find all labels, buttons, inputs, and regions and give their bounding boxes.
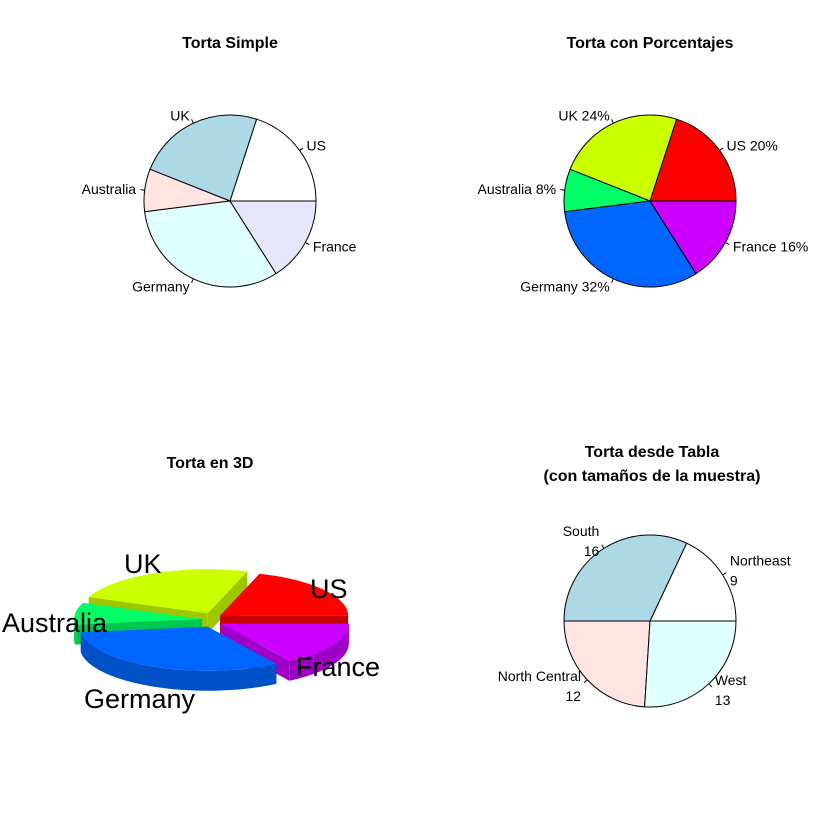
pie-slice-north-central xyxy=(563,620,651,708)
pie-label-tick-germany xyxy=(191,278,194,283)
pie-from-table: Northeast 9 South 16 North Central 12 West 13 xyxy=(498,523,791,708)
chart-subtitle-table: (con tamaños de la muestra) xyxy=(544,468,761,485)
chart-title-simple: Torta Simple xyxy=(182,35,278,52)
pie-label-germany: Germany xyxy=(132,279,190,295)
pie-label-tick-west xyxy=(708,683,713,688)
pie-label-tick-north-central xyxy=(583,679,588,684)
pie-label-tick-uk xyxy=(611,119,614,124)
pie3d-label-germany: Germany xyxy=(84,684,196,714)
chart-title-percentages: Torta con Porcentajes xyxy=(567,35,734,52)
pie-3d: US UK Australia Germany France xyxy=(2,549,380,714)
pie-label-tick-france xyxy=(305,241,310,245)
pie-label-west-line-2: 13 xyxy=(715,692,731,708)
pie-label-uk: UK 24% xyxy=(558,107,609,123)
pie-label-tick-france xyxy=(725,241,730,245)
pie-label-tick-us xyxy=(719,147,724,151)
pie-label-tick-northeast xyxy=(722,572,727,576)
chart-title-table: Torta desde Tabla xyxy=(585,444,720,461)
pie3d-rim-germany xyxy=(80,632,277,691)
pie-label-tick-south xyxy=(601,544,605,549)
pie3d-slice-germany xyxy=(80,626,277,671)
pie-label-germany: Germany 32% xyxy=(520,279,609,295)
pie-label-south-line-2: 16 xyxy=(584,543,600,559)
pie-label-us: US 20% xyxy=(727,137,778,153)
pie-percentages: US 20% UK 24% Australia 8% Germany 32% Franc… xyxy=(478,107,809,294)
pie-label-uk: UK xyxy=(170,107,190,123)
pie3d-rim-france xyxy=(289,623,349,681)
pie3d-wall-uk-1 xyxy=(207,571,248,634)
pie-label-us: US xyxy=(307,137,326,153)
pie3d-label-australia: Australia xyxy=(2,608,108,638)
pie-label-australia: Australia xyxy=(82,181,137,197)
pie3d-rim-australia xyxy=(74,619,76,645)
pie-label-north-central-line-2: 12 xyxy=(565,688,581,704)
pie-label-tick-germany xyxy=(611,278,614,283)
pie3d-slice-uk xyxy=(88,569,248,614)
pie3d-slice-france xyxy=(220,623,349,661)
pie-label-australia: Australia 8% xyxy=(478,181,557,197)
pie-label-france: France 16% xyxy=(733,239,808,255)
pie-slice-northeast xyxy=(649,542,737,622)
pie-label-west-line-1: West xyxy=(715,672,747,688)
pie3d-label-france: France xyxy=(296,652,380,682)
pie3d-slice-us xyxy=(220,573,349,616)
pie3d-label-us: US xyxy=(310,574,348,604)
chart-title-3d: Torta en 3D xyxy=(167,455,254,472)
pie-label-france: France xyxy=(313,239,357,255)
pie3d-label-uk: UK xyxy=(124,549,162,579)
pie-label-north-central-line-1: North Central xyxy=(498,668,581,684)
pie-slice-us xyxy=(649,118,737,202)
pie-label-tick-australia xyxy=(560,189,565,191)
pie-simple: US UK Australia Germany France xyxy=(82,107,357,294)
pie-label-south-line-1: South xyxy=(563,523,600,539)
pie-label-tick-australia xyxy=(140,189,145,191)
pie-label-tick-uk xyxy=(191,119,194,124)
pie-label-northeast-line-1: Northeast xyxy=(730,552,791,568)
pie-slice-us xyxy=(229,118,317,202)
pie-slice-south xyxy=(563,534,688,622)
pie-label-tick-us xyxy=(299,147,304,151)
pie-label-northeast-line-2: 9 xyxy=(730,572,738,588)
pie3d-slice-australia xyxy=(74,602,203,625)
pie-slice-west xyxy=(644,620,737,708)
